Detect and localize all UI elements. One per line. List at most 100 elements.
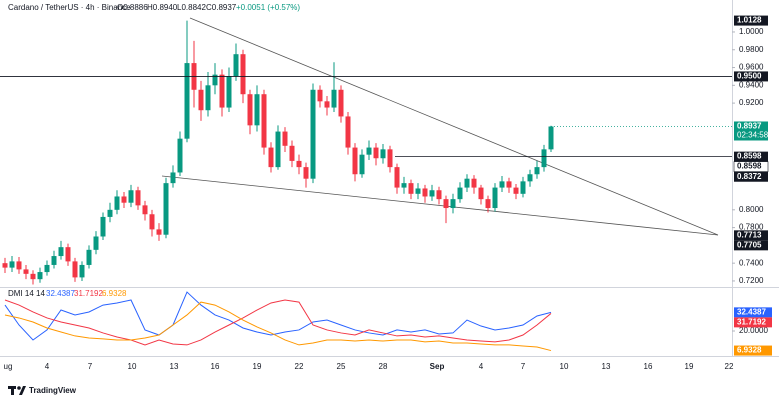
candle-body bbox=[226, 76, 232, 108]
candle-body bbox=[464, 178, 470, 188]
candle-body bbox=[142, 205, 148, 215]
x-tick-label: 4 bbox=[45, 362, 50, 371]
indicator-line bbox=[4, 291, 552, 341]
y-tick-label: 0.7800 bbox=[739, 223, 764, 232]
price-tag-label: 0.8598 bbox=[737, 152, 762, 161]
candle-body bbox=[310, 89, 316, 179]
price-tag bbox=[734, 15, 768, 26]
y-tick-label: 0.9400 bbox=[739, 80, 764, 89]
candle-body bbox=[303, 167, 309, 179]
candle-body bbox=[107, 209, 113, 217]
candle-body bbox=[534, 167, 540, 175]
candle-body bbox=[72, 261, 78, 278]
candle-body bbox=[233, 54, 239, 77]
y-tick-label: 20.0000 bbox=[739, 326, 768, 335]
indicator-tag bbox=[734, 345, 772, 356]
candle-body bbox=[135, 190, 141, 206]
indicator-tag-label: 6.9328 bbox=[737, 346, 762, 355]
candle-body bbox=[359, 154, 365, 175]
candle-body bbox=[492, 187, 498, 209]
candle-body bbox=[499, 181, 505, 188]
x-tick-label: 13 bbox=[170, 362, 179, 371]
trend-line-upper bbox=[189, 17, 719, 236]
candle-body bbox=[44, 264, 50, 273]
candle-body bbox=[2, 263, 8, 268]
x-tick-label: 22 bbox=[725, 362, 734, 371]
candle-body bbox=[422, 188, 428, 197]
price-tag-label: 0.9500 bbox=[737, 72, 762, 81]
y-tick-label: 0.9600 bbox=[739, 63, 764, 72]
price-tag bbox=[734, 171, 768, 182]
ohlc-low: L0.8842 bbox=[177, 3, 206, 12]
price-tag bbox=[734, 151, 768, 162]
indicator-tag-label: 31.7192 bbox=[737, 317, 766, 326]
candle-body bbox=[317, 89, 323, 102]
y-tick-label: 0.9200 bbox=[739, 98, 764, 107]
y-tick-label: 0.9800 bbox=[739, 45, 764, 54]
indicator-title: DMI 14 14 bbox=[8, 289, 45, 298]
candle-body bbox=[86, 249, 92, 265]
candle-body bbox=[170, 172, 176, 184]
candle-body bbox=[443, 199, 449, 209]
candle-body bbox=[429, 190, 435, 197]
candle-body bbox=[331, 89, 337, 108]
symbol: Cardano / TetherUS · 4h · Binance bbox=[8, 3, 131, 12]
candle-body bbox=[345, 116, 351, 148]
x-tick-label: 16 bbox=[211, 362, 220, 371]
candle-body bbox=[541, 149, 547, 168]
candle-body bbox=[478, 187, 484, 200]
candle-body bbox=[65, 247, 71, 262]
candle-body bbox=[219, 74, 225, 108]
candle-body bbox=[261, 94, 267, 148]
candle-body bbox=[289, 145, 295, 161]
candle-body bbox=[121, 196, 127, 203]
candle-body bbox=[93, 236, 99, 250]
y-tick-label: 1.0000 bbox=[739, 27, 764, 36]
candle-body bbox=[9, 261, 15, 268]
x-tick-label: 4 bbox=[479, 362, 484, 371]
price-tag bbox=[734, 71, 768, 82]
candle-body bbox=[401, 183, 407, 188]
x-tick-label: 10 bbox=[560, 362, 569, 371]
candle-body bbox=[387, 149, 393, 168]
price-tag bbox=[733, 161, 769, 172]
x-tick-label: 10 bbox=[128, 362, 137, 371]
marks bbox=[2, 20, 554, 352]
candle-body bbox=[380, 149, 386, 159]
candle-body bbox=[114, 196, 120, 210]
countdown: 02:34:58 bbox=[737, 131, 769, 140]
candle-body bbox=[408, 183, 414, 194]
candle-body bbox=[58, 247, 64, 257]
candle-body bbox=[457, 187, 463, 200]
logo-icon bbox=[8, 386, 26, 395]
last-price-label: 0.8937 bbox=[737, 122, 762, 131]
x-tick-label: 7 bbox=[88, 362, 93, 371]
candle-body bbox=[156, 229, 162, 235]
candle-body bbox=[471, 178, 477, 188]
candle-body bbox=[128, 190, 134, 203]
candle-body bbox=[394, 167, 400, 188]
candle-body bbox=[100, 216, 106, 237]
indicator-legend-value: 32.4387 bbox=[46, 289, 75, 298]
candle-body bbox=[163, 183, 169, 235]
candle-body bbox=[415, 188, 421, 194]
x-tick-label: 22 bbox=[295, 362, 304, 371]
x-tick-label: ug bbox=[4, 362, 13, 371]
candle-body bbox=[212, 74, 218, 86]
price-tag-label: 1.0128 bbox=[737, 16, 762, 25]
candle-body bbox=[485, 199, 491, 209]
trend-line-lower bbox=[161, 175, 719, 236]
candle-body bbox=[275, 131, 281, 168]
candle-body bbox=[16, 261, 22, 270]
candle-body bbox=[177, 138, 183, 173]
indicator-tag bbox=[734, 307, 772, 318]
candle-body bbox=[79, 264, 85, 278]
candle-body bbox=[198, 89, 204, 111]
ohlc-open: O0.8886 bbox=[117, 3, 148, 12]
indicator-tag bbox=[734, 317, 772, 328]
ohlc-high: H0.8940 bbox=[147, 3, 178, 12]
price-tag-label: 0.8598 bbox=[737, 162, 762, 171]
candle-body bbox=[373, 147, 379, 159]
logo-text: TradingView bbox=[29, 386, 77, 395]
y-tick-label: 0.8000 bbox=[739, 205, 764, 214]
